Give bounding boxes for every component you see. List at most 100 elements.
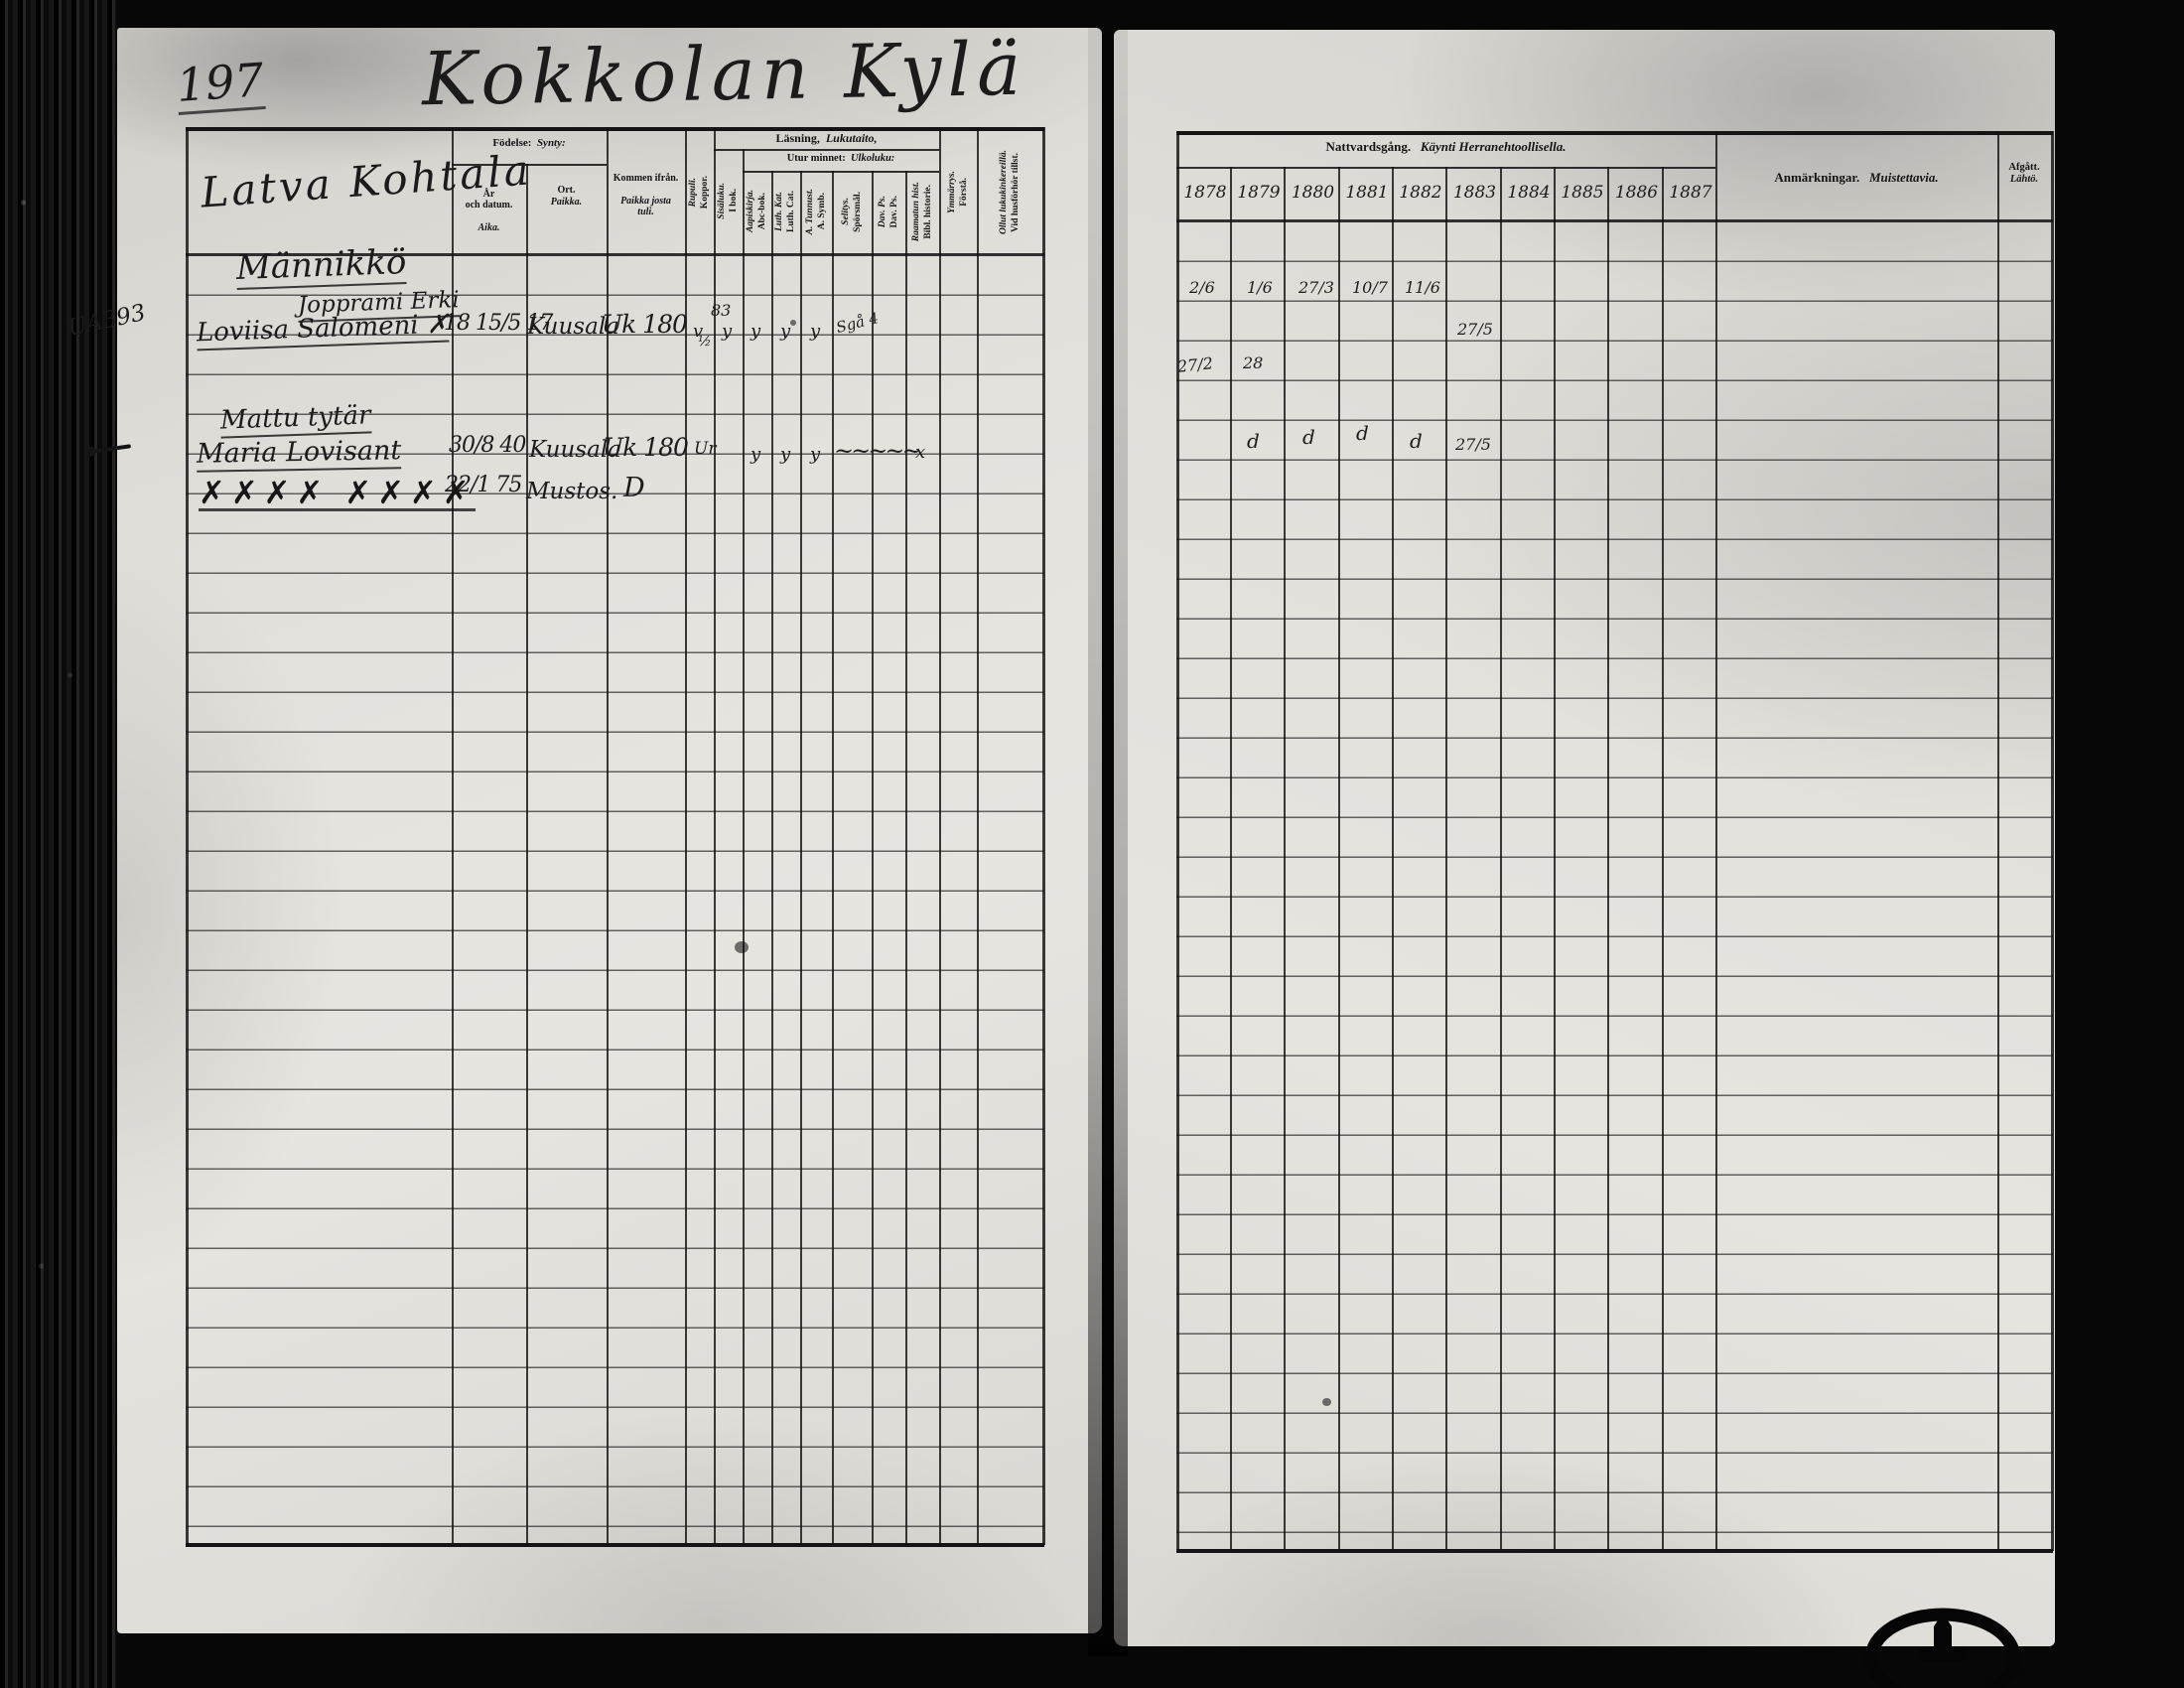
communion-header-sv: Nattvardsgång.: [1325, 139, 1412, 154]
scribble-mark: ~~~~~: [834, 437, 922, 465]
communion-date: 27/5: [1457, 320, 1493, 339]
grid-vline: [1176, 131, 1179, 1551]
grid-hline: [743, 171, 939, 173]
grid-vline: [685, 127, 687, 1545]
rotated-header-sv: A. Symb.: [816, 193, 827, 230]
communion-date: 10/7: [1352, 278, 1388, 297]
rotated-header-sv: Abc-bok.: [757, 193, 767, 230]
communion-date: 27/2: [1176, 353, 1214, 376]
place-header-sv: Ort.: [557, 185, 576, 196]
year-header-1879: 1879: [1237, 183, 1281, 203]
date-header-sv: År och datum.: [465, 188, 513, 211]
grid-vline: [186, 127, 189, 1545]
date-column-header: År och datum. Aika.: [452, 177, 526, 234]
grid-vline: [905, 171, 907, 1545]
year-header-1886: 1886: [1614, 183, 1659, 203]
grid-hline: [714, 149, 939, 151]
communion-header-fi: Käynti Herranehtoollisella.: [1420, 139, 1567, 154]
person-birth: 30/8 40: [449, 433, 526, 458]
communion-date: 2/6: [1189, 278, 1215, 297]
rotated-header-examination: Ollut lukukinkereillä. Vid husförhör til…: [977, 134, 1042, 250]
grid-vline: [1230, 167, 1232, 1551]
page-gutter-shadow: [1088, 28, 1128, 1656]
memory-group-header: Utur minnet: Ulkoluku:: [743, 153, 939, 165]
pox-mark: Ur: [694, 439, 717, 459]
rotated-header-fi: Luth. Kat.: [774, 192, 785, 231]
grid-vline: [939, 127, 941, 1545]
grid-vline: [1338, 167, 1340, 1551]
reading-header-fi: Lukutaito,: [825, 131, 878, 145]
reading-mark: y: [810, 444, 821, 465]
page-number: 197: [175, 53, 266, 115]
rotated-header-understands: Ymmärrys. Förstå.: [939, 134, 977, 250]
person-birth: 18 15/5 17: [444, 311, 553, 336]
note-83: 83: [711, 301, 732, 320]
communion-date: 27/3: [1298, 278, 1334, 297]
departed-header-fi: Lähtö.: [2009, 174, 2039, 186]
grid-vline: [1554, 167, 1556, 1551]
struck-birthplace: Mustos.: [526, 479, 618, 504]
person-camefrom: Uk 180: [602, 310, 688, 339]
year-header-1880: 1880: [1291, 183, 1335, 203]
grid-vline: [452, 127, 454, 1545]
date-header-fi: Aika.: [478, 222, 500, 233]
rotated-header-fi: Selitys.: [840, 198, 851, 225]
struck-camefrom: D: [623, 473, 645, 503]
communion-mark: d: [1247, 429, 1260, 453]
grid-vline: [800, 171, 802, 1545]
from-header-sv: Kommen ifrån.: [613, 172, 679, 184]
remarks-header: Anmärkningar. Muistettavia.: [1715, 170, 1997, 186]
rotated-header-fi: Ollut lukukinkereillä.: [998, 150, 1009, 234]
struck-birth: 22/1 75: [445, 473, 522, 497]
year-header-1884: 1884: [1507, 183, 1551, 203]
grid-vline: [832, 171, 834, 1545]
grid-vline: [977, 127, 979, 1545]
ink-blemish: [1322, 1398, 1331, 1406]
rotated-header-questions: Selitys. Spörsmål.: [832, 173, 872, 250]
grid-hline: [452, 164, 607, 166]
rotated-header-psalms: Dav. Ps. Dav. Ps.: [872, 173, 905, 250]
rotated-header-pox: Rupuli. Koppor.: [685, 134, 714, 250]
reading-mark: y: [751, 444, 761, 465]
grid-hline: [186, 253, 1044, 256]
village-title: Kokkolan Kylä: [421, 26, 1027, 123]
grid-hline: [1176, 131, 2053, 135]
communion-date: 1/6: [1247, 278, 1273, 297]
rotated-header-fi: Rupuli.: [688, 177, 699, 208]
grid-vline: [1607, 167, 1609, 1551]
person-birthplace: Kuusala: [527, 314, 619, 340]
communion-mark: d: [1410, 429, 1423, 453]
grid-vline: [1997, 131, 1999, 1551]
rotated-header-fi: Sisäluku.: [717, 182, 728, 219]
communion-header: Nattvardsgång. Käynti Herranehtoollisell…: [1176, 139, 1715, 155]
grid-vline: [1445, 167, 1447, 1551]
communion-date: 27/5: [1455, 435, 1491, 454]
person-name: Maria Lovisant: [197, 435, 402, 473]
reading-mark: y: [722, 321, 733, 342]
reading-mark: y: [810, 321, 821, 342]
person-birthplace: Kuusala: [529, 437, 621, 463]
grid-hline: [1176, 219, 2053, 222]
year-header-1881: 1881: [1345, 183, 1389, 203]
reading-header-sv: Läsning,: [775, 131, 820, 145]
rotated-header-sv: Luth. Cat.: [786, 191, 796, 232]
communion-date: 28: [1243, 353, 1264, 372]
grid-vline: [1715, 131, 1717, 1551]
grid-vline: [743, 149, 745, 1545]
row-lines: [186, 256, 1044, 1545]
grid-vline: [1662, 167, 1664, 1551]
reading-group-header: Läsning, Lukutaito,: [714, 131, 939, 146]
rotated-header-fi: Dav. Ps.: [877, 195, 887, 228]
departed-header-sv: Afgått.: [2008, 162, 2040, 173]
birth-header-fi: Synty:: [536, 137, 566, 149]
book-spine: [0, 0, 117, 1688]
rotated-header-abcbook: Aapiskirja. Abc-bok.: [743, 173, 771, 250]
rotated-header-fi: A. Tunnust.: [804, 188, 815, 235]
reading-mark: y: [780, 321, 791, 342]
memory-header-fi: Ulkoluku:: [850, 153, 895, 164]
struck-name-scribble: ✗✗✗✗ ✗✗✗✗: [199, 474, 476, 511]
grid-vline: [1392, 167, 1394, 1551]
note-half: ½: [698, 334, 712, 350]
year-header-1882: 1882: [1399, 183, 1442, 203]
